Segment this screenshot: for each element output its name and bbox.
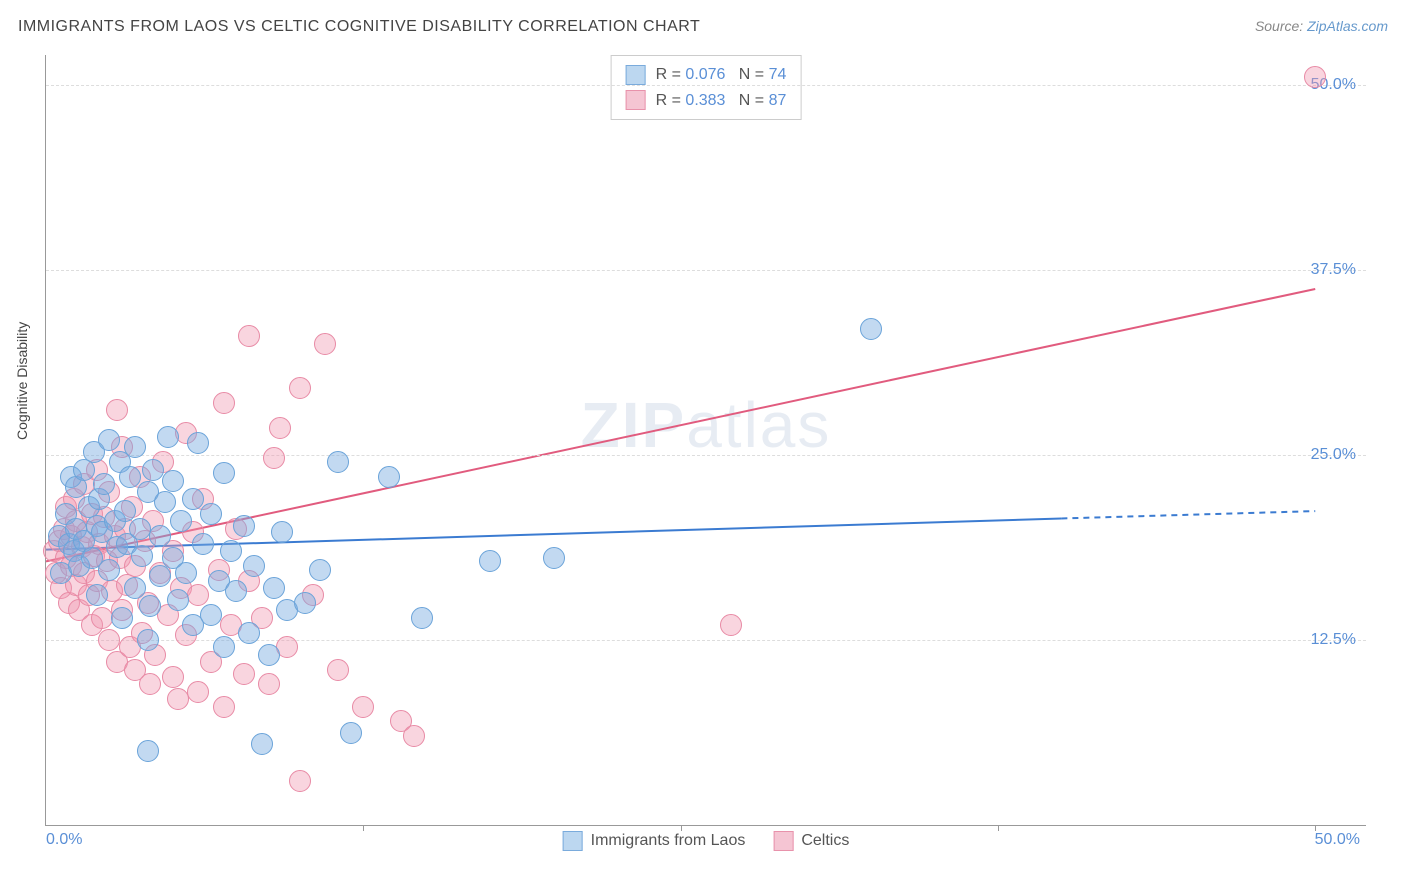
data-point-laos[interactable] xyxy=(131,545,153,567)
data-point-laos[interactable] xyxy=(233,515,255,537)
series-legend: Immigrants from Laos Celtics xyxy=(563,831,850,851)
gridline xyxy=(46,455,1366,456)
y-tick-label: 12.5% xyxy=(1311,631,1356,649)
data-point-laos[interactable] xyxy=(142,459,164,481)
trendline-laos-extrap xyxy=(1061,511,1315,518)
data-point-laos[interactable] xyxy=(860,318,882,340)
data-point-celtics[interactable] xyxy=(213,696,235,718)
data-point-laos[interactable] xyxy=(200,503,222,525)
data-point-celtics[interactable] xyxy=(139,673,161,695)
data-point-laos[interactable] xyxy=(258,644,280,666)
data-point-laos[interactable] xyxy=(543,547,565,569)
data-point-celtics[interactable] xyxy=(187,681,209,703)
chart-header: IMMIGRANTS FROM LAOS VS CELTIC COGNITIVE… xyxy=(18,18,1388,36)
data-point-laos[interactable] xyxy=(243,555,265,577)
data-point-laos[interactable] xyxy=(213,462,235,484)
data-point-celtics[interactable] xyxy=(233,663,255,685)
data-point-laos[interactable] xyxy=(154,491,176,513)
data-point-laos[interactable] xyxy=(192,533,214,555)
data-point-laos[interactable] xyxy=(137,740,159,762)
trend-lines xyxy=(46,55,1366,825)
gridline xyxy=(46,85,1366,86)
data-point-laos[interactable] xyxy=(251,733,273,755)
data-point-laos[interactable] xyxy=(137,629,159,651)
data-point-celtics[interactable] xyxy=(327,659,349,681)
data-point-celtics[interactable] xyxy=(167,688,189,710)
data-point-laos[interactable] xyxy=(213,636,235,658)
data-point-laos[interactable] xyxy=(327,451,349,473)
y-tick-label: 25.0% xyxy=(1311,446,1356,464)
data-point-celtics[interactable] xyxy=(106,399,128,421)
data-point-laos[interactable] xyxy=(294,592,316,614)
y-axis-label: Cognitive Disability xyxy=(14,322,30,440)
data-point-laos[interactable] xyxy=(238,622,260,644)
data-point-celtics[interactable] xyxy=(213,392,235,414)
data-point-laos[interactable] xyxy=(200,604,222,626)
data-point-laos[interactable] xyxy=(340,722,362,744)
data-point-laos[interactable] xyxy=(98,559,120,581)
data-point-laos[interactable] xyxy=(124,577,146,599)
data-point-laos[interactable] xyxy=(162,470,184,492)
data-point-celtics[interactable] xyxy=(98,629,120,651)
data-point-laos[interactable] xyxy=(309,559,331,581)
data-point-laos[interactable] xyxy=(170,510,192,532)
chart-title: IMMIGRANTS FROM LAOS VS CELTIC COGNITIVE… xyxy=(18,18,700,36)
data-point-laos[interactable] xyxy=(167,589,189,611)
data-point-celtics[interactable] xyxy=(720,614,742,636)
data-point-celtics[interactable] xyxy=(269,417,291,439)
x-tick xyxy=(363,825,364,831)
data-point-laos[interactable] xyxy=(149,525,171,547)
stats-row-celtics: R = 0.383 N = 87 xyxy=(626,88,787,114)
legend-item-celtics[interactable]: Celtics xyxy=(773,831,849,851)
x-tick-label: 0.0% xyxy=(46,831,82,849)
x-tick-label: 50.0% xyxy=(1315,831,1360,849)
swatch-celtics xyxy=(626,90,646,110)
x-tick xyxy=(681,825,682,831)
data-point-laos[interactable] xyxy=(378,466,400,488)
data-point-celtics[interactable] xyxy=(258,673,280,695)
scatter-plot: ZIPatlas R = 0.076 N = 74 R = 0.383 N = … xyxy=(45,55,1366,826)
data-point-celtics[interactable] xyxy=(289,377,311,399)
data-point-celtics[interactable] xyxy=(1304,66,1326,88)
data-point-laos[interactable] xyxy=(220,540,242,562)
data-point-celtics[interactable] xyxy=(91,607,113,629)
y-tick-label: 37.5% xyxy=(1311,261,1356,279)
data-point-celtics[interactable] xyxy=(187,584,209,606)
data-point-laos[interactable] xyxy=(187,432,209,454)
data-point-celtics[interactable] xyxy=(314,333,336,355)
data-point-celtics[interactable] xyxy=(162,666,184,688)
data-point-laos[interactable] xyxy=(114,500,136,522)
data-point-celtics[interactable] xyxy=(263,447,285,469)
data-point-laos[interactable] xyxy=(111,607,133,629)
data-point-laos[interactable] xyxy=(225,580,247,602)
swatch-laos xyxy=(626,65,646,85)
data-point-laos[interactable] xyxy=(157,426,179,448)
data-point-laos[interactable] xyxy=(124,436,146,458)
data-point-laos[interactable] xyxy=(175,562,197,584)
data-point-laos[interactable] xyxy=(93,473,115,495)
gridline xyxy=(46,270,1366,271)
data-point-celtics[interactable] xyxy=(403,725,425,747)
x-tick xyxy=(998,825,999,831)
data-point-laos[interactable] xyxy=(98,429,120,451)
data-point-celtics[interactable] xyxy=(352,696,374,718)
source-attribution: Source: ZipAtlas.com xyxy=(1255,18,1388,34)
data-point-laos[interactable] xyxy=(263,577,285,599)
data-point-laos[interactable] xyxy=(479,550,501,572)
watermark: ZIPatlas xyxy=(581,388,832,462)
source-link[interactable]: ZipAtlas.com xyxy=(1307,18,1388,34)
legend-item-laos[interactable]: Immigrants from Laos xyxy=(563,831,746,851)
data-point-laos[interactable] xyxy=(411,607,433,629)
data-point-laos[interactable] xyxy=(139,595,161,617)
data-point-celtics[interactable] xyxy=(289,770,311,792)
stats-legend: R = 0.076 N = 74 R = 0.383 N = 87 xyxy=(611,55,802,120)
data-point-celtics[interactable] xyxy=(238,325,260,347)
swatch-laos-icon xyxy=(563,831,583,851)
data-point-laos[interactable] xyxy=(271,521,293,543)
data-point-laos[interactable] xyxy=(86,584,108,606)
data-point-laos[interactable] xyxy=(129,518,151,540)
swatch-celtics-icon xyxy=(773,831,793,851)
